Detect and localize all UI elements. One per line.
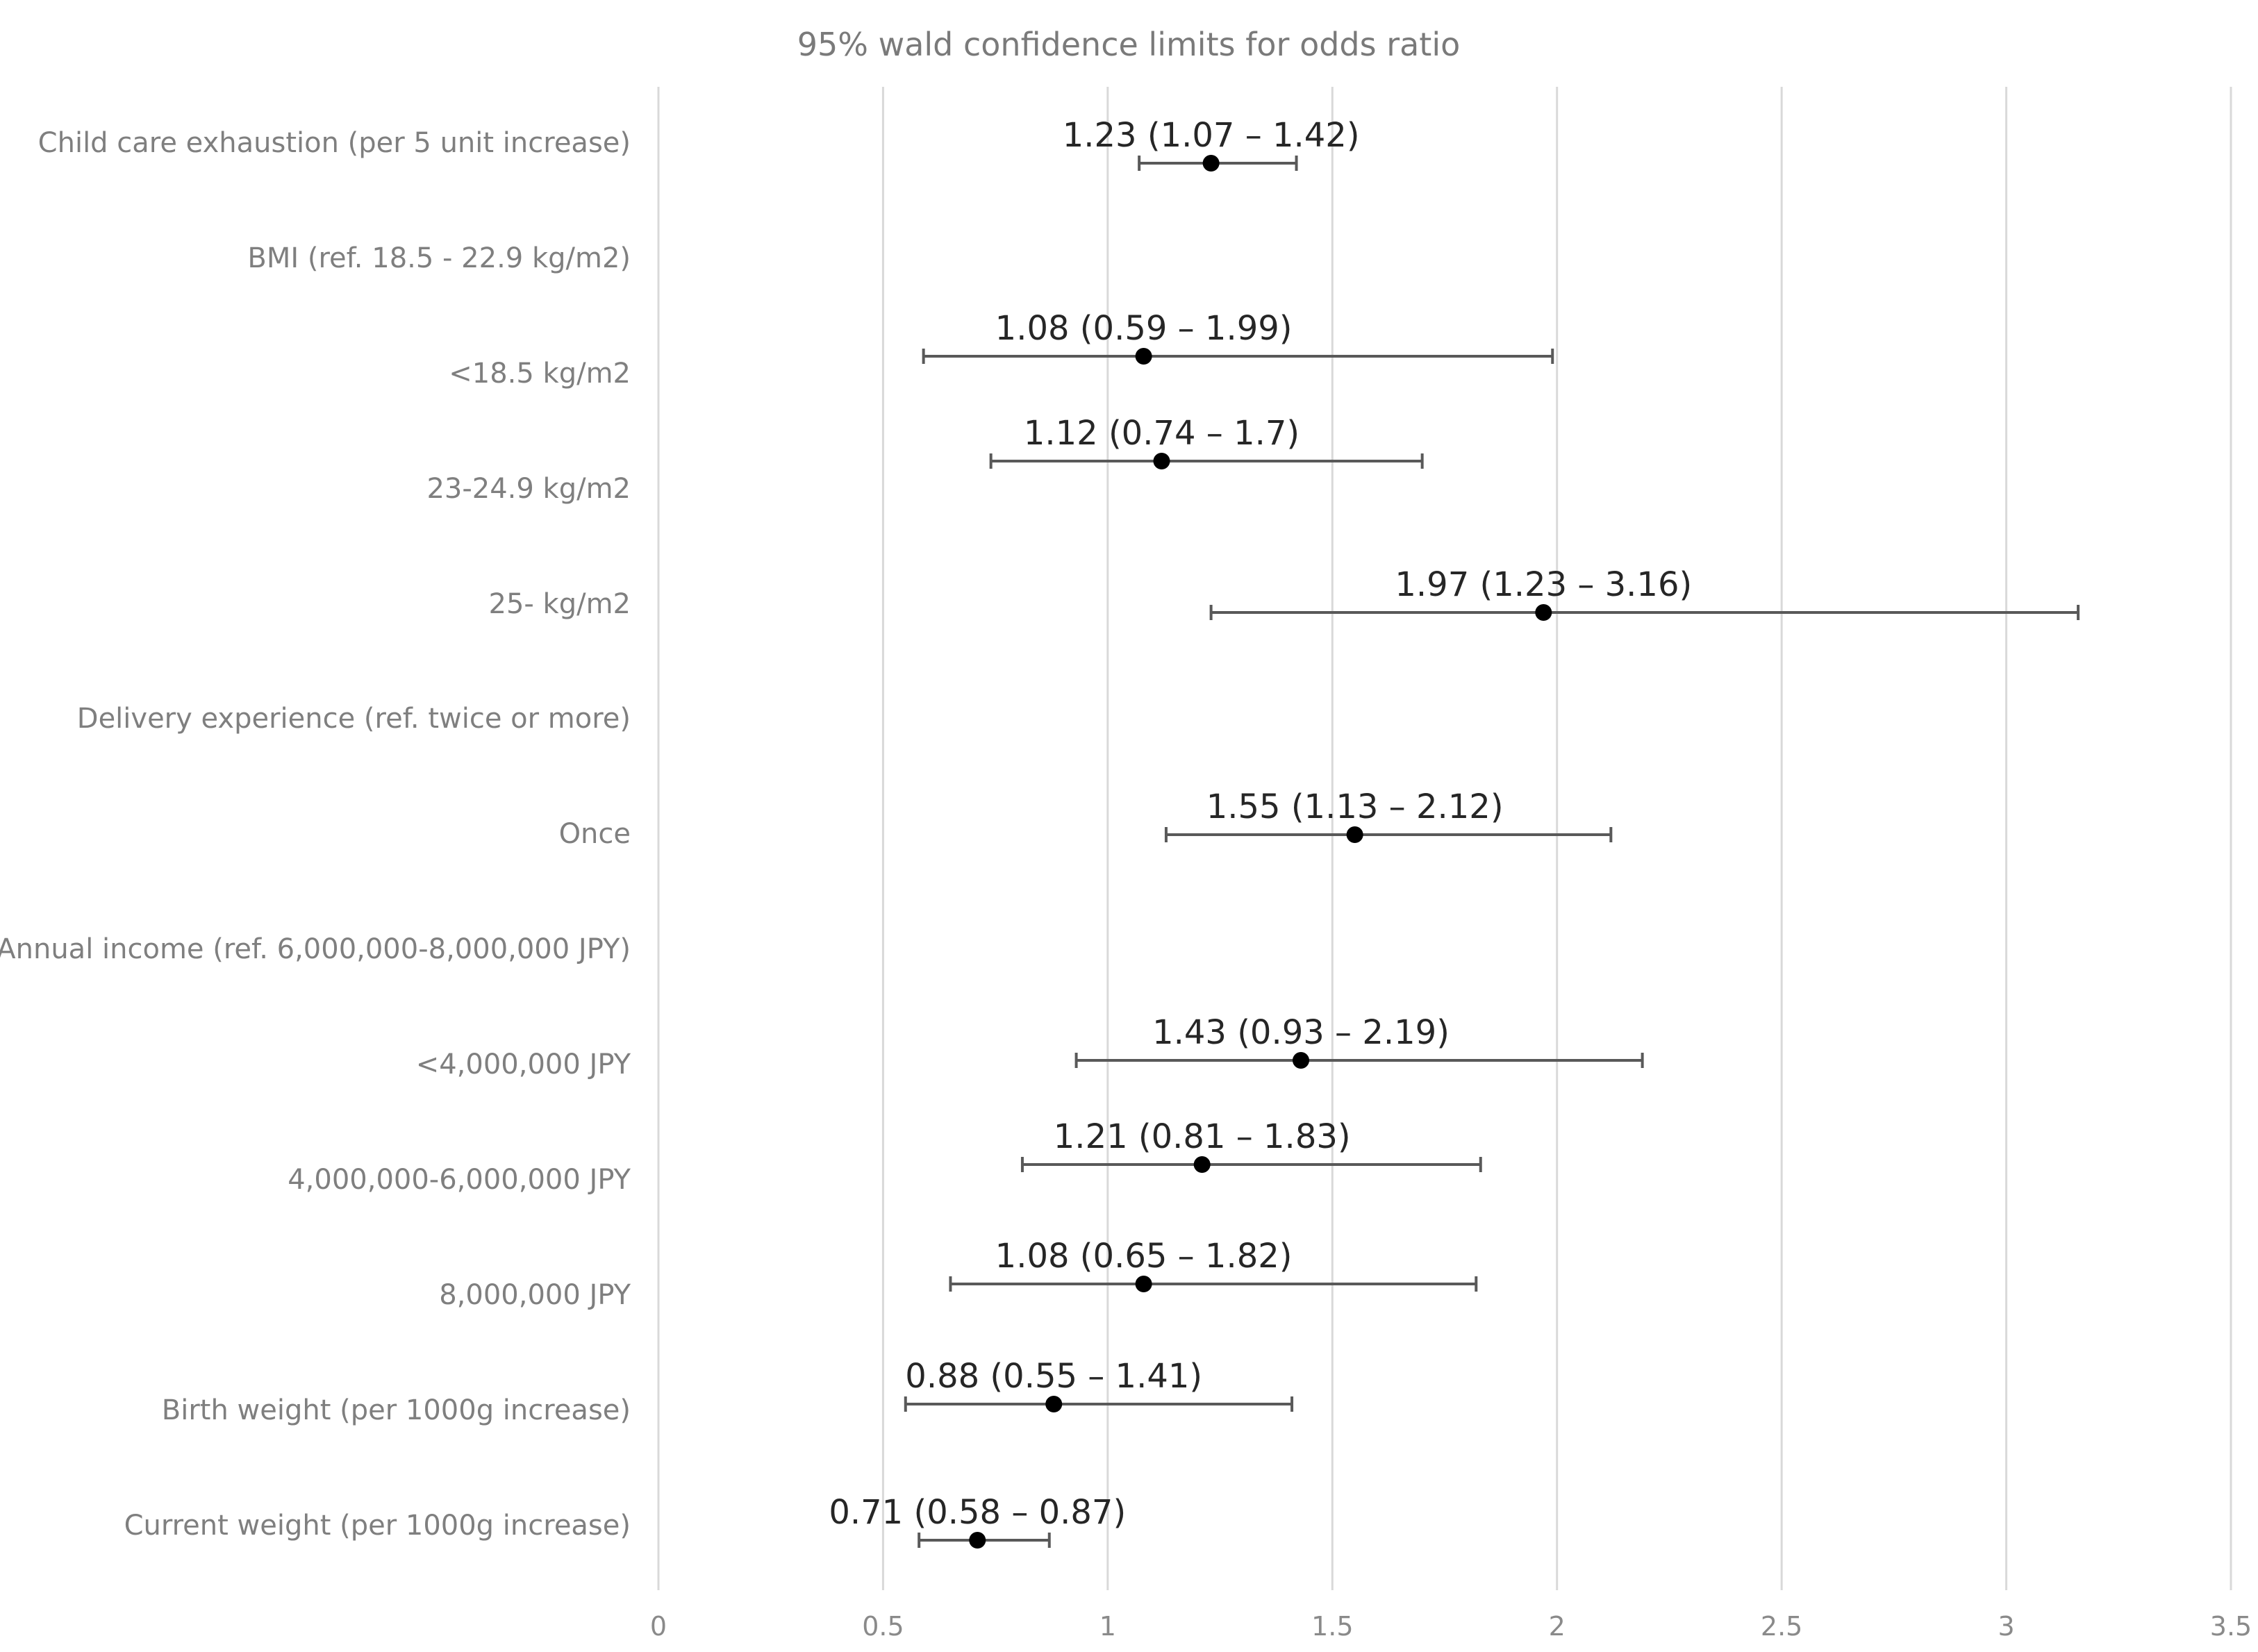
odds-ratio-point [1135,1276,1152,1292]
data-label: 0.88 (0.55 – 1.41) [905,1357,1202,1396]
odds-ratio-point [969,1532,986,1549]
x-tick-label: 2 [1549,1611,1566,1642]
error-bars [904,156,2080,1548]
row-label: 8,000,000 JPY [439,1279,631,1311]
odds-ratio-point [1193,1156,1211,1173]
data-label: 1.12 (0.74 – 1.7) [1024,414,1300,453]
row-label: BMI (ref. 18.5 - 22.9 kg/m2) [247,242,631,274]
data-label: 1.55 (1.13 – 2.12) [1206,787,1504,826]
data-label: 0.71 (0.58 – 0.87) [829,1493,1126,1532]
row-label: Current weight (per 1000g increase) [124,1510,631,1542]
odds-ratio-point [1135,348,1152,365]
gridlines [657,87,2232,1590]
x-tick-label: 0.5 [862,1611,904,1642]
points [969,155,1552,1549]
row-label: Once [559,818,631,850]
data-label: 1.08 (0.65 – 1.82) [995,1237,1293,1276]
row-label: 4,000,000-6,000,000 JPY [288,1164,631,1196]
x-tick-label: 0 [650,1611,667,1642]
x-tick-label: 1.5 [1311,1611,1353,1642]
row-label: 25- kg/m2 [489,588,631,620]
row-label: Annual income (ref. 6,000,000-8,000,000 … [0,933,631,965]
data-label: 1.23 (1.07 – 1.42) [1063,116,1360,155]
row-label: <18.5 kg/m2 [449,358,631,390]
row-labels: Child care exhaustion (per 5 unit increa… [0,127,631,1542]
data-label: 1.08 (0.59 – 1.99) [995,309,1293,348]
x-axis-ticks: 0 0.5 1 1.5 2 2.5 3 3.5 [650,1611,2252,1642]
odds-ratio-point [1153,453,1170,469]
point-labels: 1.23 (1.07 – 1.42) 1.08 (0.59 – 1.99) 1.12… [829,116,1692,1532]
odds-ratio-point [1346,826,1363,843]
x-tick-label: 1 [1099,1611,1116,1642]
odds-ratio-point [1535,604,1552,621]
row-label: <4,000,000 JPY [416,1049,631,1081]
data-label: 1.97 (1.23 – 3.16) [1395,565,1692,604]
x-tick-label: 3.5 [2210,1611,2252,1642]
odds-ratio-point [1202,155,1220,172]
row-label: Delivery experience (ref. twice or more) [77,703,631,735]
odds-ratio-point [1293,1052,1310,1069]
row-label: 23-24.9 kg/m2 [426,473,631,505]
chart-title: 95% wald confidence limits for odds rati… [797,26,1461,63]
x-tick-label: 2.5 [1761,1611,1802,1642]
data-label: 1.21 (0.81 – 1.83) [1054,1117,1351,1156]
x-tick-label: 3 [1998,1611,2014,1642]
data-label: 1.43 (0.93 – 2.19) [1152,1013,1450,1052]
row-label: Child care exhaustion (per 5 unit increa… [38,127,631,159]
row-label: Birth weight (per 1000g increase) [162,1394,631,1426]
odds-ratio-point [1045,1396,1063,1412]
